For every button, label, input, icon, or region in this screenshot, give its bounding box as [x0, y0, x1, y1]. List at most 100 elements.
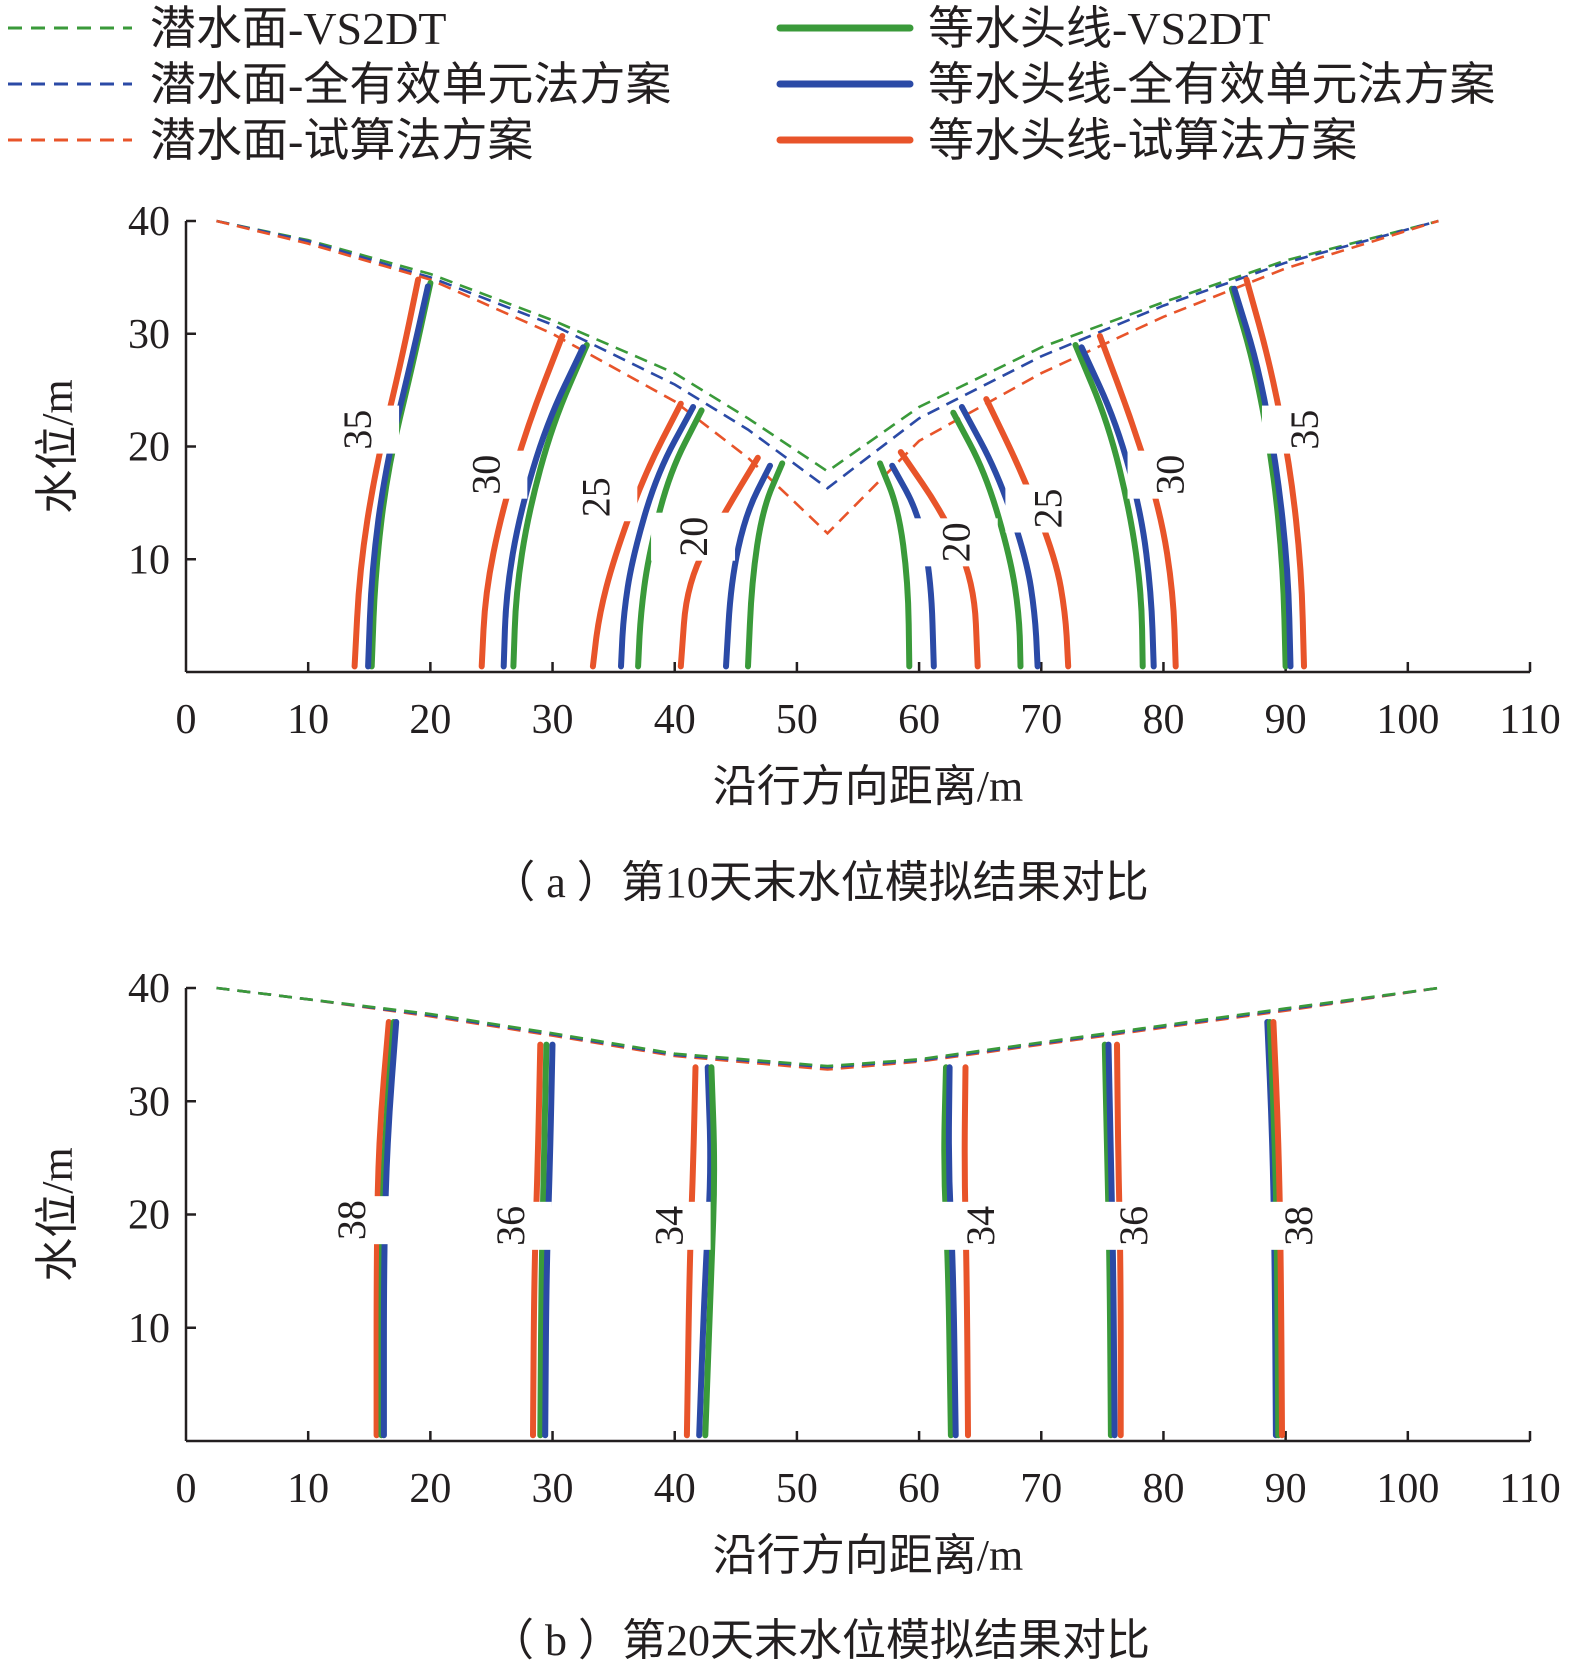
contour-label-gap: [467, 1201, 552, 1250]
x-tick-label: 60: [898, 1466, 940, 1512]
contour-line: [500, 344, 587, 670]
contour-line: [1101, 1041, 1114, 1439]
contour-label: 38: [1276, 1206, 1321, 1246]
contour-line: [945, 1064, 959, 1439]
y-axis-title: 水位/m: [33, 1147, 82, 1281]
contour-label-gap: [1090, 1201, 1175, 1250]
contour-label: 20: [934, 522, 979, 562]
y-tick-label: 20: [128, 425, 170, 471]
contour-label-gap: [651, 512, 736, 561]
y-tick-label: 20: [128, 1193, 170, 1239]
contour-label: 36: [1111, 1206, 1156, 1246]
y-tick-label: 40: [128, 199, 170, 245]
contour-line: [696, 1064, 714, 1439]
contour-line: [618, 404, 697, 670]
contour-line: [1266, 1019, 1282, 1439]
phreatic-line: [216, 219, 1439, 473]
x-tick-label: 70: [1020, 1466, 1062, 1512]
x-tick-label: 100: [1376, 1466, 1439, 1512]
y-axis-title: 水位/m: [33, 379, 82, 513]
legend-label: 等水头线-VS2DT: [928, 3, 1270, 54]
contour-line: [745, 460, 786, 670]
contour-line: [510, 342, 590, 670]
x-tick-label: 80: [1142, 1466, 1184, 1512]
contour-line: [983, 396, 1072, 670]
contour-label: 34: [958, 1206, 1003, 1246]
x-tick-label: 80: [1142, 697, 1184, 743]
legend-label: 潜水面-VS2DT: [150, 3, 446, 54]
panel-caption: （ b ）第20天末水位模拟结果对比: [490, 1616, 1150, 1665]
contour-label: 34: [647, 1206, 692, 1246]
contour-line: [702, 1064, 718, 1439]
x-tick-label: 10: [287, 697, 329, 743]
contour-line: [380, 1019, 400, 1439]
legend-label: 潜水面-试算法方案: [150, 115, 533, 166]
contour-label-gap: [443, 450, 528, 499]
contour-label-gap: [1005, 484, 1090, 533]
contour-label-gap: [938, 1201, 1023, 1250]
phreatic-line: [216, 219, 1439, 536]
panel-b: 0 10 20 30 40 50 60 70 80 90 100 110 10 20 30 40 沿行方向距离/…: [33, 966, 1561, 1665]
legend: 潜水面-VS2DT 等水头线-VS2DT 潜水面-全有效单元法方案 等水头线-全有效单…: [8, 3, 1495, 166]
contour-line: [683, 1064, 699, 1439]
contour-line: [1114, 1041, 1124, 1439]
x-tick-label: 50: [776, 1466, 818, 1512]
contour-label: 20: [671, 517, 716, 557]
contour-line: [1072, 342, 1146, 670]
phreatic-line: [216, 986, 1439, 1071]
contour-label-gap: [553, 473, 638, 522]
phreatic-line: [216, 219, 1439, 490]
contour-line: [542, 1041, 556, 1439]
y-tick-label: 10: [128, 1306, 170, 1352]
y-tick-label: 30: [128, 1079, 170, 1125]
contour-line: [677, 454, 761, 670]
contour-line: [537, 1041, 550, 1439]
contour-line: [941, 1064, 954, 1439]
contour-label-gap: [1261, 405, 1346, 454]
contour-line: [961, 1064, 971, 1439]
contour-line: [950, 409, 1024, 670]
contour-label: 30: [463, 455, 508, 495]
contour-label: 36: [488, 1206, 533, 1246]
contour-label-gap: [913, 518, 998, 567]
x-tick-label: 0: [176, 697, 197, 743]
x-tick-label: 30: [532, 1466, 574, 1512]
contour-label: 35: [335, 410, 380, 450]
contour-label: 35: [1282, 410, 1327, 450]
legend-label: 等水头线-全有效单元法方案: [928, 59, 1495, 110]
contour-line: [723, 462, 773, 670]
contour-label-gap: [626, 1201, 711, 1250]
contour-label-gap: [1127, 450, 1212, 499]
contour-label-gap: [1255, 1201, 1340, 1250]
legend-label: 潜水面-全有效单元法方案: [150, 59, 671, 110]
contour-label-gap: [315, 405, 400, 454]
phreatic-line: [216, 986, 1439, 1069]
x-axis-title: 沿行方向距离/m: [713, 1531, 1023, 1580]
x-tick-label: 110: [1499, 697, 1560, 743]
y-tick-label: 10: [128, 537, 170, 583]
panel-a: 0 10 20 30 40 50 60 70 80 90 100 110 10 20 30 40 沿行方向距离/…: [33, 199, 1561, 907]
y-tick-label: 30: [128, 312, 170, 358]
contour-label: 25: [573, 477, 618, 517]
contour-label: 38: [329, 1200, 374, 1240]
contour-label-gap: [308, 1196, 393, 1245]
contour-line: [877, 460, 913, 670]
phreatic-line: [216, 986, 1439, 1068]
contour-line: [373, 1019, 392, 1439]
x-tick-label: 30: [532, 697, 574, 743]
x-tick-label: 20: [409, 697, 451, 743]
x-tick-label: 70: [1020, 697, 1062, 743]
x-tick-label: 40: [654, 1466, 696, 1512]
x-tick-label: 90: [1265, 697, 1307, 743]
contour-line: [368, 280, 434, 670]
x-tick-label: 40: [654, 697, 696, 743]
x-tick-label: 0: [176, 1466, 197, 1512]
contour-line: [530, 1041, 544, 1439]
x-tick-label: 100: [1376, 697, 1439, 743]
y-tick-label: 40: [128, 966, 170, 1012]
x-tick-label: 20: [409, 1466, 451, 1512]
contour-line: [1105, 1041, 1118, 1439]
contour-line: [1270, 1019, 1285, 1439]
legend-label: 等水头线-试算法方案: [928, 115, 1357, 166]
